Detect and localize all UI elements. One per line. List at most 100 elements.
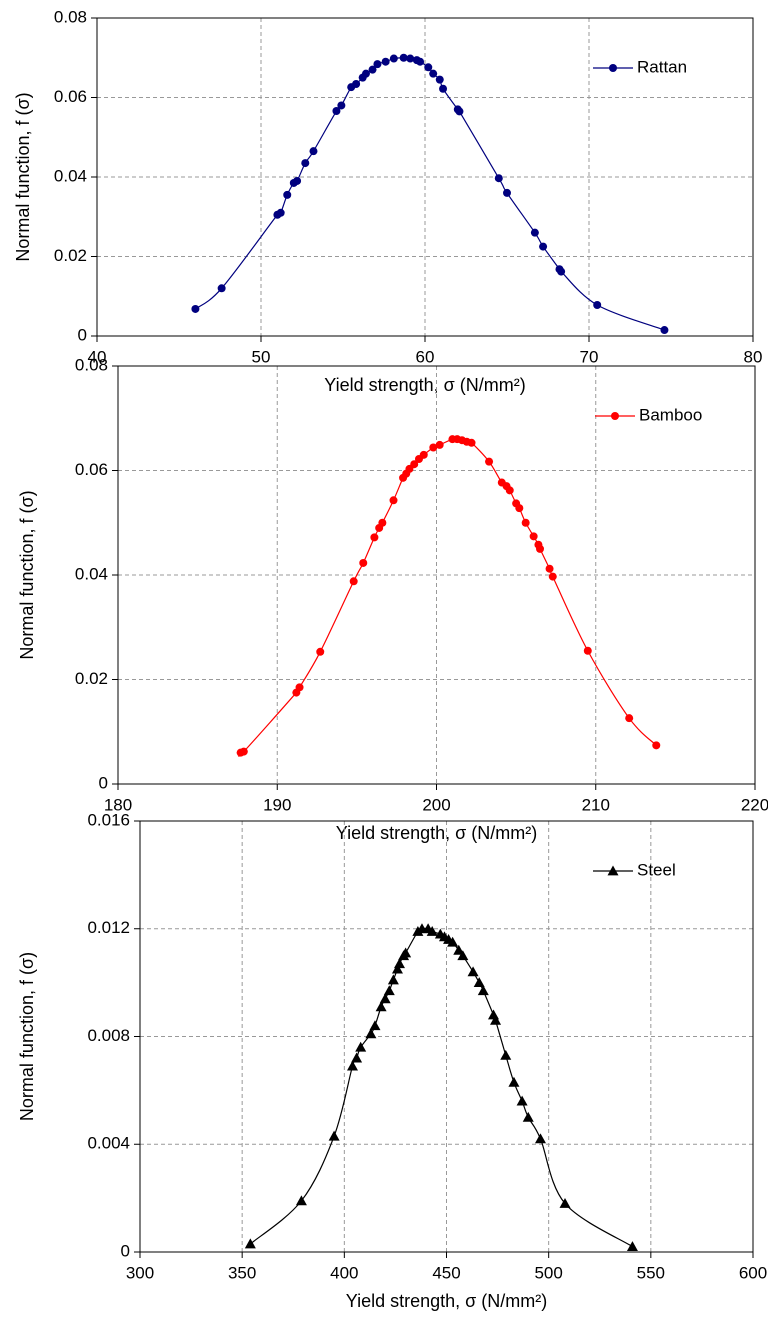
marker [534, 1133, 546, 1144]
series-line [238, 438, 657, 757]
y-tick-label: 0.06 [54, 87, 87, 106]
marker [522, 1111, 534, 1122]
marker [349, 577, 358, 586]
series-line [195, 57, 665, 331]
marker [473, 977, 485, 988]
marker [515, 504, 524, 513]
marker [276, 208, 285, 217]
marker [239, 747, 248, 756]
chart-panel: 0 0.004 0.008 0.012 0.016 300 350 400 450 500 550 6… [17, 810, 767, 1310]
marker [389, 54, 398, 63]
marker [429, 443, 438, 452]
marker [453, 944, 465, 955]
marker [370, 533, 379, 542]
marker [295, 1195, 307, 1206]
chart-panel: 0 0.02 0.04 0.06 0.08 180 190 200 210 220 Yield st… [17, 355, 768, 842]
marker [293, 176, 302, 185]
marker [652, 741, 661, 750]
x-tick-label: 80 [744, 347, 763, 366]
y-tick-label: 0.04 [54, 166, 87, 185]
marker [559, 1198, 571, 1208]
marker [391, 963, 403, 974]
marker [383, 985, 395, 996]
marker [530, 228, 539, 237]
marker [351, 1052, 363, 1063]
marker [387, 974, 399, 985]
x-tick-label: 450 [432, 1263, 460, 1282]
marker [381, 57, 390, 66]
marker [660, 326, 669, 335]
y-tick-label: 0.08 [75, 355, 108, 374]
marker [378, 518, 387, 527]
marker [424, 63, 433, 72]
marker [490, 1014, 502, 1025]
marker [426, 925, 438, 936]
y-axis-title: Normal function, f (σ) [13, 92, 33, 261]
legend-marker [611, 412, 619, 420]
marker [399, 53, 408, 62]
marker [508, 1076, 520, 1087]
marker [539, 242, 548, 251]
y-tick-label: 0 [121, 1241, 130, 1260]
marker [355, 1041, 367, 1052]
marker [439, 84, 448, 93]
y-axis-title: Normal function, f (σ) [17, 490, 37, 659]
marker [583, 646, 592, 655]
marker [373, 60, 382, 69]
plot-frame [117, 365, 756, 785]
marker [419, 450, 428, 459]
marker [217, 284, 226, 293]
x-axis-title: Yield strength, σ (N/mm²) [346, 1291, 547, 1311]
legend-label: Rattan [637, 57, 687, 76]
marker [435, 440, 444, 449]
marker [505, 486, 514, 495]
marker [406, 54, 415, 63]
x-tick-label: 550 [637, 1263, 665, 1282]
x-tick-label: 220 [741, 795, 768, 814]
marker [316, 647, 325, 656]
x-tick-label: 180 [104, 795, 132, 814]
marker [379, 993, 391, 1004]
marker [283, 190, 292, 199]
series-line [249, 927, 633, 1248]
marker [593, 300, 602, 309]
marker [400, 947, 412, 958]
y-tick-label: 0.02 [54, 246, 87, 265]
marker [467, 438, 476, 447]
marker [447, 936, 459, 947]
marker [389, 496, 398, 505]
marker [536, 544, 545, 553]
marker [369, 1020, 381, 1031]
y-axis-title: Normal function, f (σ) [17, 952, 37, 1121]
x-tick-label: 350 [228, 1263, 256, 1282]
marker [361, 69, 370, 78]
marker [368, 65, 377, 74]
plot-frame [96, 17, 754, 337]
x-tick-label: 600 [739, 1263, 767, 1282]
y-tick-label: 0.004 [87, 1134, 130, 1153]
marker [625, 714, 634, 723]
marker [337, 101, 346, 110]
marker [477, 985, 489, 996]
marker [457, 950, 469, 961]
y-tick-label: 0.06 [75, 460, 108, 479]
marker [244, 1238, 256, 1249]
marker [365, 1028, 377, 1039]
plot-frame [139, 820, 754, 1253]
marker [347, 1060, 359, 1071]
x-tick-label: 400 [330, 1263, 358, 1282]
marker [500, 1049, 512, 1060]
marker [557, 267, 566, 276]
marker [359, 558, 368, 567]
marker [416, 57, 425, 66]
legend-marker [607, 865, 619, 876]
x-tick-label: 500 [534, 1263, 562, 1282]
x-tick-label: 70 [580, 347, 599, 366]
marker [301, 159, 310, 168]
marker [435, 75, 444, 84]
marker [455, 107, 464, 116]
marker [529, 532, 538, 541]
marker [516, 1095, 528, 1106]
